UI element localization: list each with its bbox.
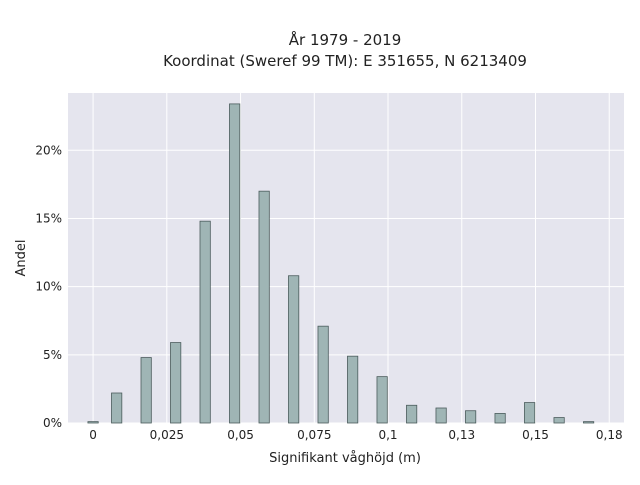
bar-2 [140, 357, 152, 424]
y-tick-label-4: 20% [35, 143, 62, 157]
bar-7 [288, 275, 300, 424]
bars [87, 103, 595, 424]
bar-10 [376, 376, 388, 424]
bar-9 [347, 355, 359, 424]
y-tick-label-3: 15% [35, 211, 62, 225]
y-axis-ticks: 0% 5% 10% 15% 20% [35, 143, 62, 430]
bar-11 [406, 404, 418, 424]
bar-16 [553, 417, 565, 424]
x-tick-label-3: 0,075 [297, 428, 331, 442]
x-tick-label-7: 0,18 [596, 428, 623, 442]
bar-6 [258, 190, 270, 424]
x-tick-label-6: 0,15 [522, 428, 549, 442]
bar-3 [170, 342, 182, 424]
bar-0 [87, 421, 99, 424]
x-tick-label-4: 0,1 [378, 428, 397, 442]
bar-13 [465, 410, 477, 424]
bar-15 [524, 402, 536, 424]
x-axis-ticks: 0 0,025 0,05 0,075 0,1 0,13 0,15 0,18 [89, 428, 622, 442]
plot-area [68, 93, 624, 423]
x-tick-label-0: 0 [89, 428, 97, 442]
chart-title-line1: År 1979 - 2019 [289, 30, 402, 49]
y-tick-label-1: 5% [43, 348, 62, 362]
x-axis-label: Signifikant våghöjd (m) [269, 451, 421, 466]
y-tick-label-2: 10% [35, 280, 62, 294]
bar-4 [199, 220, 211, 424]
grid-lines [68, 93, 624, 424]
bar-17 [583, 421, 595, 424]
x-tick-label-5: 0,13 [448, 428, 475, 442]
bar-14 [494, 413, 506, 424]
x-tick-label-2: 0,05 [227, 428, 254, 442]
bar-1 [111, 392, 123, 424]
bar-12 [435, 407, 447, 424]
y-tick-label-0: 0% [43, 416, 62, 430]
bar-5 [229, 103, 241, 424]
chart-title-line2: Koordinat (Sweref 99 TM): E 351655, N 62… [163, 52, 527, 70]
bar-8 [317, 325, 329, 424]
x-tick-label-1: 0,025 [150, 428, 184, 442]
y-axis-label: Andel [14, 240, 29, 277]
